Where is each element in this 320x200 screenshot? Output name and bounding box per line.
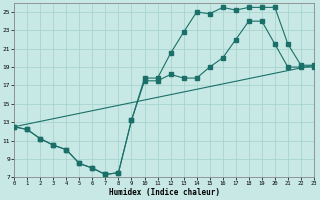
- X-axis label: Humidex (Indice chaleur): Humidex (Indice chaleur): [108, 188, 220, 197]
